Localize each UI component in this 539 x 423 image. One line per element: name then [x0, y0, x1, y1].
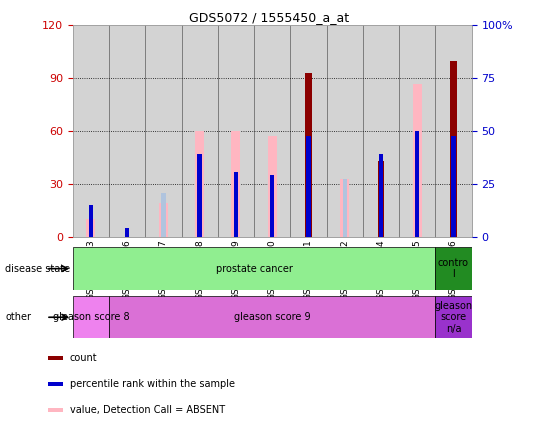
Bar — [218, 25, 254, 237]
FancyBboxPatch shape — [73, 247, 436, 290]
Bar — [343, 179, 347, 237]
Bar — [161, 193, 165, 237]
Bar — [159, 203, 168, 237]
Bar — [48, 356, 63, 360]
Text: GDS5072 / 1555450_a_at: GDS5072 / 1555450_a_at — [189, 11, 350, 24]
Bar — [363, 25, 399, 237]
Bar — [399, 25, 436, 237]
Bar — [231, 131, 240, 237]
Bar — [340, 179, 349, 237]
Text: other: other — [5, 312, 31, 322]
Bar — [379, 154, 383, 237]
Bar — [234, 172, 238, 237]
Text: percentile rank within the sample: percentile rank within the sample — [70, 379, 235, 389]
Bar — [413, 84, 422, 237]
Bar — [48, 408, 63, 412]
Bar — [73, 25, 109, 237]
Text: count: count — [70, 353, 98, 363]
Text: value, Detection Call = ABSENT: value, Detection Call = ABSENT — [70, 405, 225, 415]
Bar — [450, 60, 457, 237]
Bar — [415, 131, 419, 237]
Bar — [89, 205, 93, 237]
Bar — [125, 228, 129, 237]
Bar — [378, 161, 384, 237]
Bar — [234, 172, 238, 237]
Bar — [195, 131, 204, 237]
Bar — [48, 382, 63, 386]
FancyBboxPatch shape — [109, 296, 436, 338]
Bar — [86, 219, 95, 237]
Bar — [89, 205, 93, 237]
Bar — [305, 73, 312, 237]
Text: prostate cancer: prostate cancer — [216, 264, 293, 274]
Bar — [436, 25, 472, 237]
Bar — [182, 25, 218, 237]
FancyBboxPatch shape — [436, 296, 472, 338]
Bar — [327, 25, 363, 237]
Bar — [268, 136, 277, 237]
Bar — [254, 25, 291, 237]
Bar — [197, 154, 202, 237]
Bar — [306, 136, 310, 237]
Bar — [146, 25, 182, 237]
Bar — [451, 136, 455, 237]
Text: gleason score 9: gleason score 9 — [234, 312, 310, 322]
Bar — [451, 136, 455, 237]
Bar — [109, 25, 146, 237]
Text: gleason score 8: gleason score 8 — [53, 312, 129, 322]
Bar — [291, 25, 327, 237]
Text: disease state: disease state — [5, 264, 71, 274]
Bar — [125, 228, 129, 237]
FancyBboxPatch shape — [436, 247, 472, 290]
Bar — [270, 175, 274, 237]
Text: gleason
score
n/a: gleason score n/a — [434, 301, 473, 334]
Text: contro
l: contro l — [438, 258, 469, 280]
FancyBboxPatch shape — [73, 296, 109, 338]
Bar — [270, 175, 274, 237]
